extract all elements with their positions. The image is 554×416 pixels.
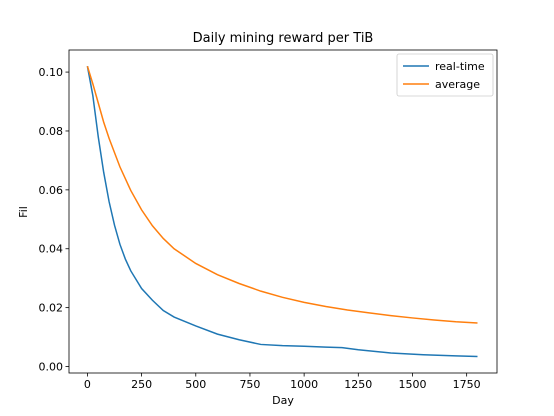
- x-axis-label: Day: [272, 394, 294, 407]
- y-tick-label: 0.00: [39, 361, 64, 374]
- series-line-real-time: [86, 66, 478, 358]
- legend-label: average: [435, 78, 480, 91]
- x-tick-label: 250: [131, 378, 152, 391]
- y-tick-label: 0.02: [39, 302, 64, 315]
- x-tick-label: 750: [239, 378, 260, 391]
- y-tick-label: 0.10: [39, 66, 64, 79]
- x-tick-label: 1750: [453, 378, 481, 391]
- legend: real-time average: [396, 53, 494, 97]
- y-tick-label: 0.04: [39, 243, 64, 256]
- legend-label: real-time: [435, 60, 485, 73]
- x-tick-label: 500: [185, 378, 206, 391]
- chart-title: Daily mining reward per TiB: [193, 31, 374, 46]
- y-tick-label: 0.08: [39, 125, 64, 138]
- x-axis: 0 250 500 750 1000 1250 1500 1750: [84, 373, 481, 391]
- y-tick-label: 0.06: [39, 184, 64, 197]
- x-tick-label: 0: [84, 378, 91, 391]
- x-tick-label: 1250: [344, 378, 372, 391]
- x-tick-label: 1500: [398, 378, 426, 391]
- series-line-average: [86, 65, 478, 324]
- plot-frame: [68, 49, 498, 374]
- y-axis-label: Fil: [17, 206, 30, 218]
- x-tick-label: 1000: [290, 378, 318, 391]
- plot-area: [68, 49, 498, 374]
- y-axis: 0.00 0.02 0.04 0.06 0.08 0.10: [39, 66, 69, 374]
- legend-box: [396, 53, 494, 97]
